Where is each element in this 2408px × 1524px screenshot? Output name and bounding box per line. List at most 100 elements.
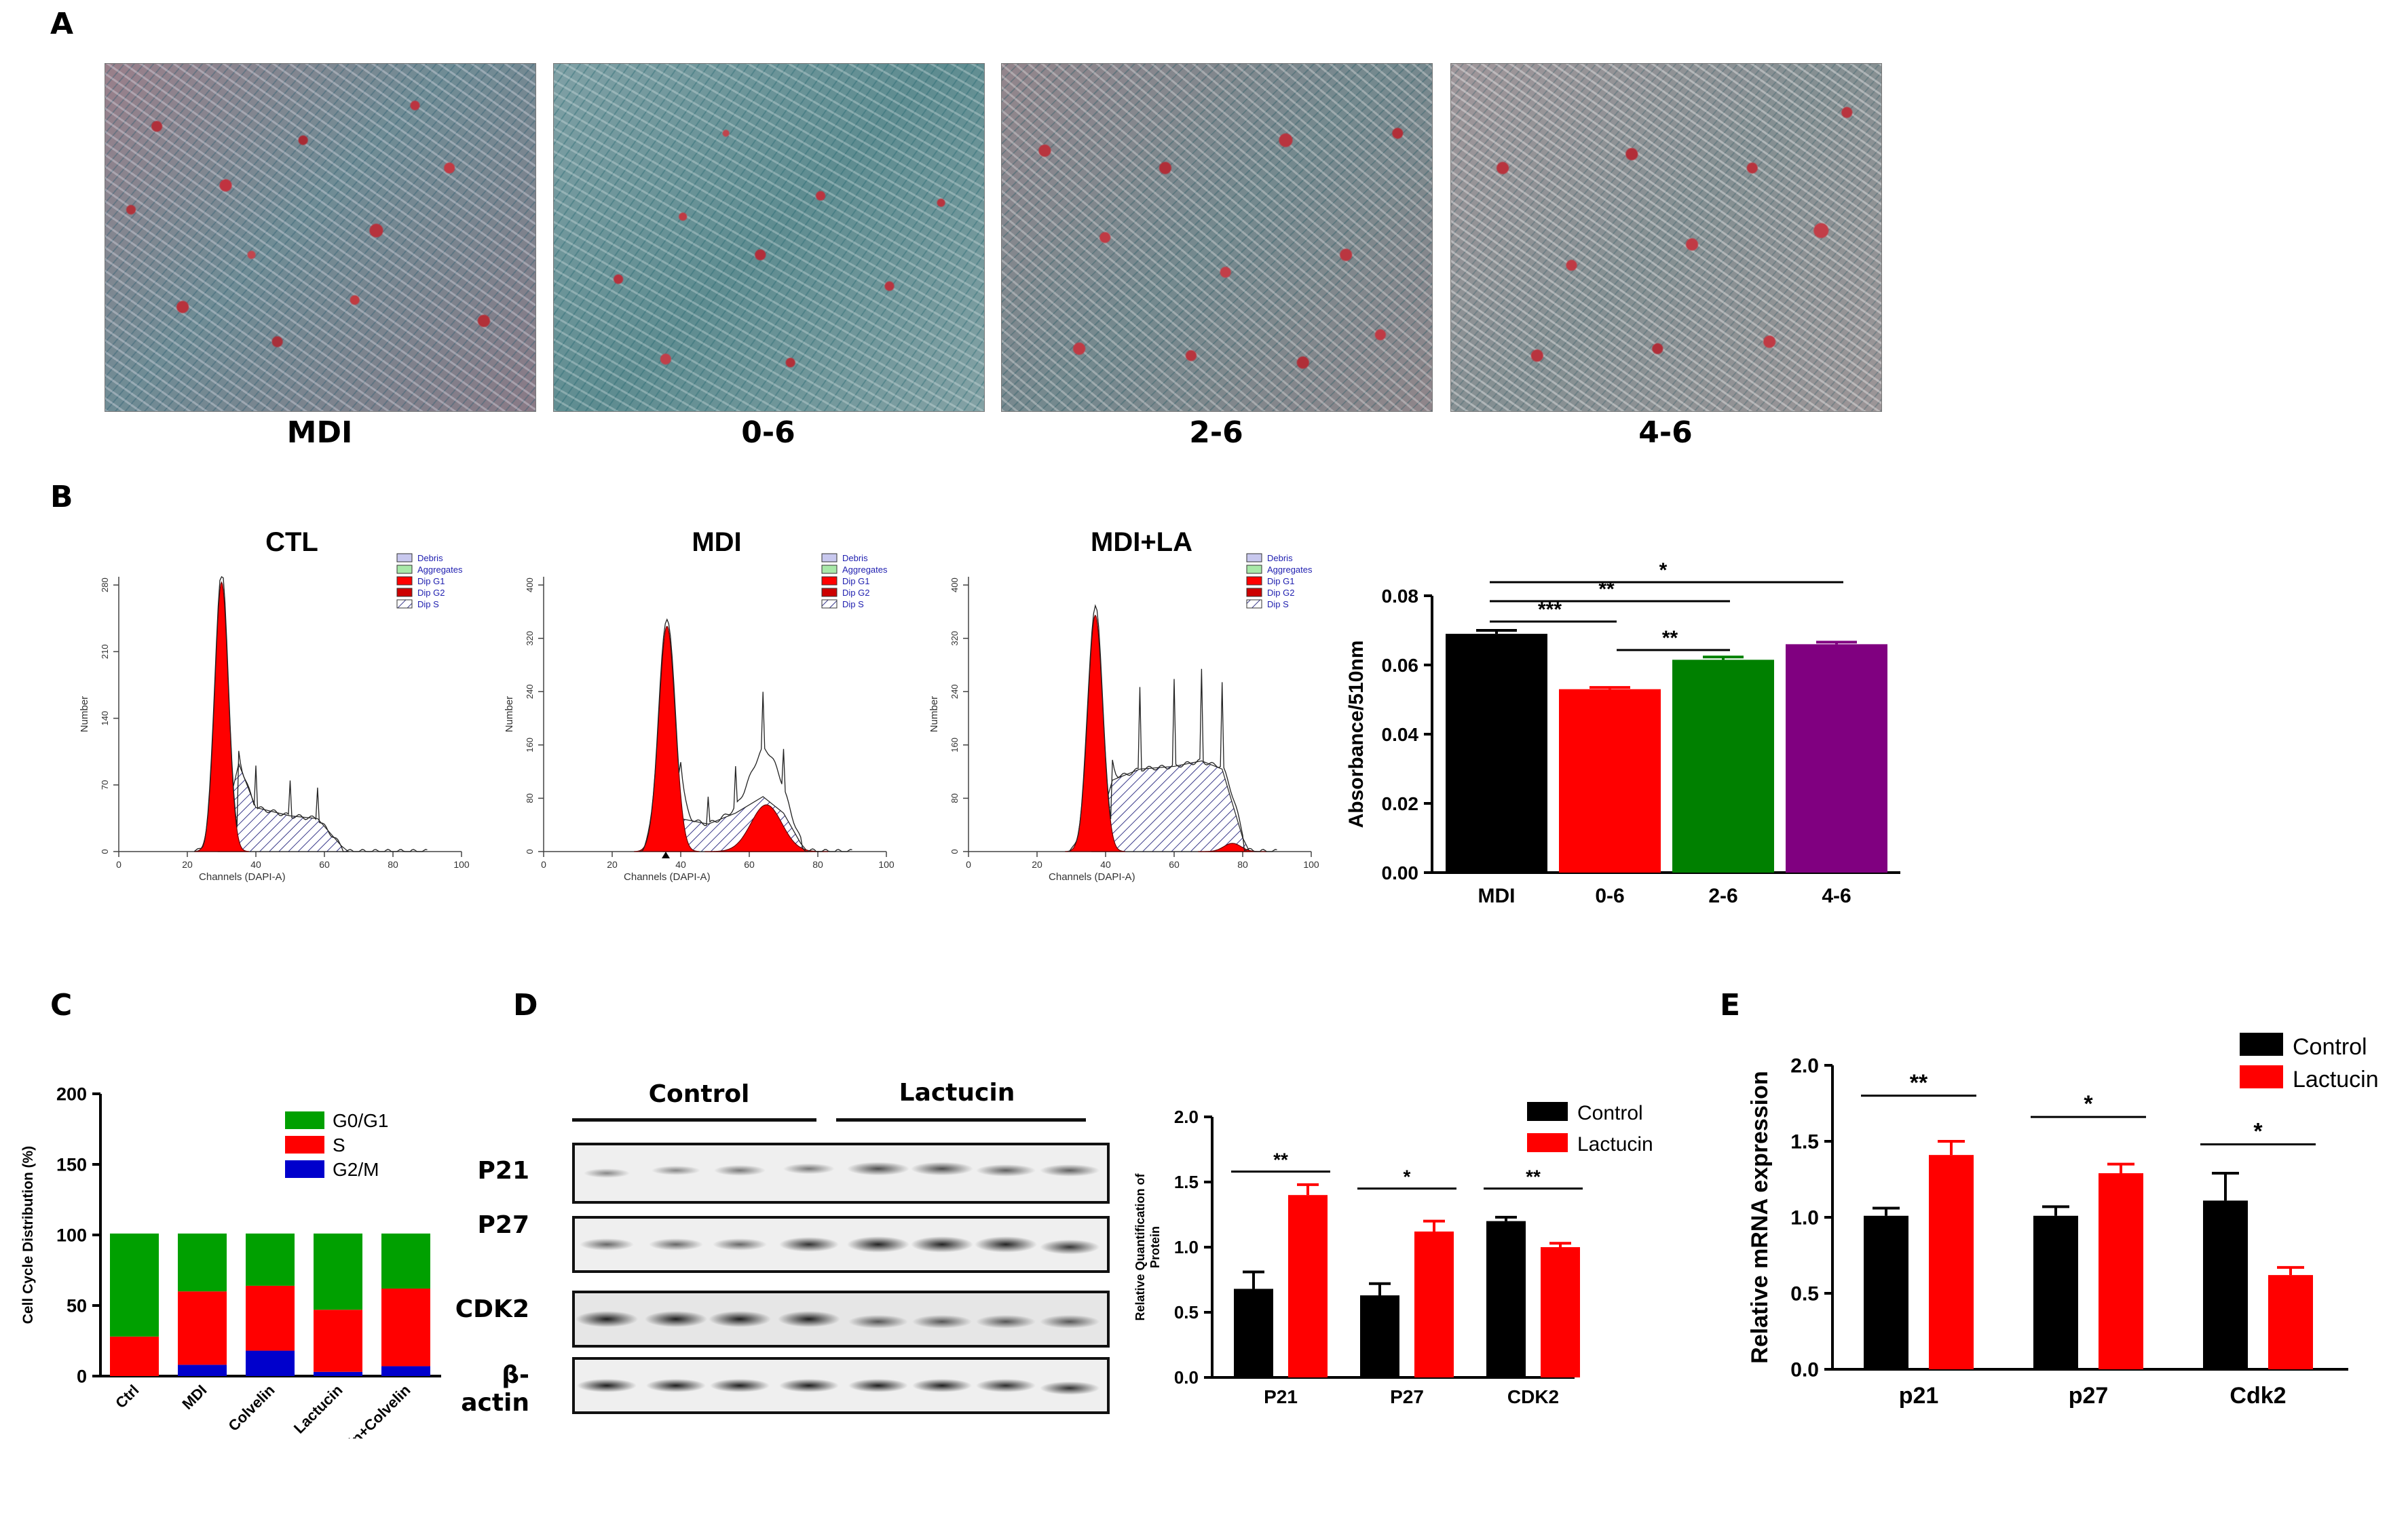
flow-y-label: Number bbox=[928, 696, 940, 732]
legend-swatch bbox=[1527, 1102, 1568, 1121]
x-tick-label: p27 bbox=[2069, 1383, 2109, 1409]
micrograph-label-0-6: 0-6 bbox=[741, 415, 795, 450]
flow-x-label: Channels (DAPI-A) bbox=[624, 871, 711, 883]
flow-x-tick-label: 60 bbox=[744, 859, 755, 870]
y-tick-label: 0 bbox=[77, 1366, 87, 1386]
flow-legend-label: Dip G1 bbox=[1267, 576, 1294, 586]
legend-label: G2/M bbox=[333, 1159, 379, 1180]
bar-Lactucin-p21 bbox=[1929, 1155, 1974, 1369]
y-tick-label: 1.0 bbox=[1174, 1237, 1199, 1257]
flow-cytometry-histograms: CTL 0 20 40 60 80 100 Channels (DAPI-A) 0 70 140 21… bbox=[79, 527, 1319, 883]
flow-legend-label: Aggregates bbox=[417, 565, 463, 575]
blot-group-lactucin-bar bbox=[836, 1118, 1086, 1122]
flow-y-label: Number bbox=[504, 696, 515, 732]
bar-Control-CDK2 bbox=[1486, 1221, 1526, 1377]
flow-g2-peak bbox=[704, 804, 829, 852]
x-tick-label: Cdk2 bbox=[2230, 1383, 2286, 1409]
flow-plot-title: CTL bbox=[265, 527, 318, 557]
blot-row-label-cdk2: CDK2 bbox=[455, 1295, 529, 1323]
cell-cycle-stacked-chart: 0 50 100 150 200 Cell Cycle Distribution (%) C… bbox=[20, 1084, 441, 1439]
bar-4-6 bbox=[1786, 644, 1887, 873]
flow-x-label: Channels (DAPI-A) bbox=[1049, 871, 1135, 883]
flow-x-tick-label: 80 bbox=[1237, 859, 1248, 870]
bar-Control-P27 bbox=[1360, 1295, 1399, 1377]
flow-plot-title: MDI bbox=[692, 527, 741, 557]
bar-Control-Cdk2 bbox=[2203, 1200, 2248, 1369]
x-tick-label: Colvelin bbox=[225, 1382, 278, 1434]
x-tick-label: p21 bbox=[1899, 1383, 1939, 1409]
flow-legend-label: Dip S bbox=[417, 599, 439, 609]
bar-Control-P21 bbox=[1234, 1289, 1273, 1377]
micrograph-label-2-6: 2-6 bbox=[1189, 415, 1243, 450]
flow-y-tick-label: 140 bbox=[100, 711, 110, 726]
legend-swatch bbox=[285, 1111, 324, 1129]
flow-x-tick-label: 60 bbox=[1169, 859, 1180, 870]
panel-letter-b: B bbox=[50, 480, 73, 514]
blot-row-label-p27: P27 bbox=[477, 1211, 529, 1239]
legend-swatch bbox=[285, 1136, 324, 1154]
flow-x-tick-label: 100 bbox=[1303, 859, 1319, 870]
y-tick-label: 0.08 bbox=[1382, 586, 1419, 607]
significance-label: ** bbox=[1662, 627, 1678, 649]
flow-y-tick-label: 70 bbox=[100, 780, 110, 790]
blot-group-lactucin: Lactucin bbox=[899, 1079, 1015, 1107]
bar-segment-G2/M bbox=[381, 1366, 430, 1376]
x-tick-label: CDK2 bbox=[1507, 1386, 1559, 1407]
flow-legend-label: Dip G1 bbox=[842, 576, 869, 586]
blot-strip-p21 bbox=[572, 1143, 1110, 1204]
flow-s-phase-area bbox=[1091, 760, 1251, 852]
y-tick-label: 0.0 bbox=[1174, 1367, 1199, 1388]
legend-label: Lactucin bbox=[1577, 1133, 1653, 1156]
x-tick-label: P27 bbox=[1390, 1386, 1424, 1407]
bar-segment-G0/G1 bbox=[314, 1233, 362, 1310]
protein-quant-bar-chart: 0.0 0.5 1.0 1.5 2.0 Relative Quantification o… bbox=[1133, 1102, 1653, 1407]
x-tick-label: P21 bbox=[1264, 1386, 1298, 1407]
flow-y-tick-label: 400 bbox=[949, 577, 960, 592]
significance-label: * bbox=[2253, 1118, 2263, 1144]
flow-x-tick-label: 0 bbox=[116, 859, 121, 870]
flow-legend-label: Dip G2 bbox=[417, 588, 445, 598]
bar-Lactucin-P27 bbox=[1414, 1231, 1454, 1377]
bar-segment-G0/G1 bbox=[246, 1233, 295, 1286]
legend-label: Control bbox=[1577, 1102, 1643, 1124]
absorbance-bar-chart: 0.00 0.02 0.04 0.06 0.08 Absorbance/510nm MDI 0… bbox=[1345, 559, 1900, 907]
micrograph-mdi bbox=[105, 63, 536, 412]
bar-segment-G2/M bbox=[178, 1365, 227, 1376]
bar-segment-S bbox=[381, 1289, 430, 1367]
flow-y-tick-label: 0 bbox=[949, 849, 960, 854]
blot-row-label-p21: P21 bbox=[477, 1157, 529, 1185]
y-tick-label: 0.02 bbox=[1382, 793, 1419, 814]
micrograph-4-6 bbox=[1450, 63, 1882, 412]
flow-legend-label: Aggregates bbox=[842, 565, 888, 575]
legend-swatch bbox=[285, 1160, 324, 1178]
flow-legend-label: Debris bbox=[1267, 553, 1293, 563]
flow-legend-label: Dip S bbox=[1267, 599, 1289, 609]
flow-y-tick-label: 160 bbox=[949, 738, 960, 753]
y-tick-label: 100 bbox=[56, 1225, 87, 1245]
blot-row-label-beta-actin: β-actin bbox=[461, 1361, 529, 1417]
y-tick-label: 0.00 bbox=[1382, 862, 1419, 883]
x-tick-label: Lactucin bbox=[290, 1382, 346, 1437]
y-tick-label: 150 bbox=[56, 1154, 87, 1175]
panel-letter-e: E bbox=[1720, 988, 1741, 1023]
flow-x-tick-label: 80 bbox=[812, 859, 823, 870]
flow-legend-label: Dip G1 bbox=[417, 576, 445, 586]
flow-y-tick-label: 160 bbox=[525, 738, 535, 753]
flow-plot-1: CTL 0 20 40 60 80 100 Channels (DAPI-A) 0 70 140 21… bbox=[79, 527, 470, 883]
micrograph-label-mdi: MDI bbox=[286, 415, 353, 450]
flow-legend-swatch bbox=[821, 588, 838, 597]
flow-legend-label: Dip G2 bbox=[842, 588, 869, 598]
flow-legend-label: Debris bbox=[842, 553, 868, 563]
flow-x-tick-label: 100 bbox=[453, 859, 470, 870]
flow-x-tick-label: 80 bbox=[388, 859, 398, 870]
bar-Lactucin-P21 bbox=[1288, 1195, 1328, 1377]
significance-label: * bbox=[1659, 559, 1668, 582]
significance-label: ** bbox=[1273, 1149, 1288, 1170]
flow-legend-label: Debris bbox=[417, 553, 443, 563]
bar-Lactucin-Cdk2 bbox=[2268, 1275, 2313, 1369]
bar-2-6 bbox=[1672, 660, 1774, 873]
flow-legend-swatch bbox=[821, 565, 838, 574]
y-tick-label: 50 bbox=[67, 1295, 87, 1316]
flow-y-tick-label: 80 bbox=[949, 793, 960, 803]
legend-label: G0/G1 bbox=[333, 1110, 388, 1131]
